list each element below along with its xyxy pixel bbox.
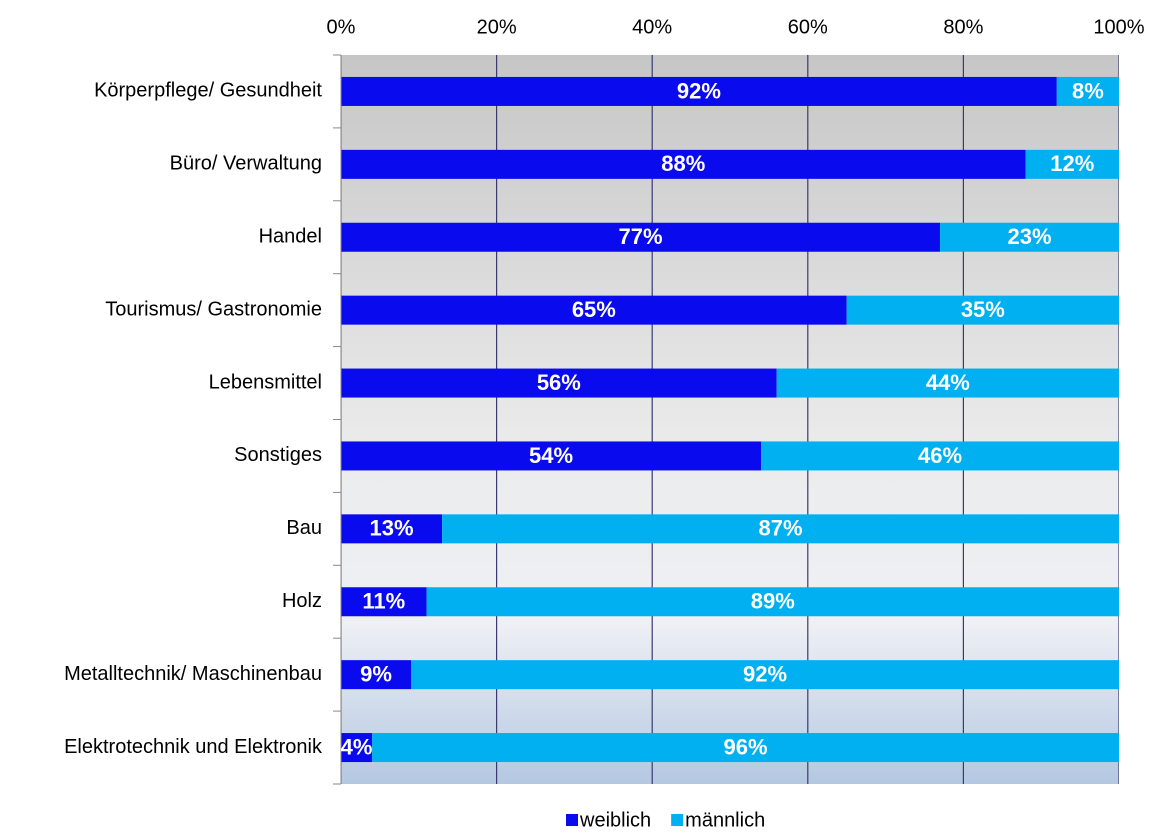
- y-tick-label: Elektrotechnik und Elektronik: [64, 736, 323, 758]
- bar-segment: [776, 368, 1119, 398]
- y-tick-label: Holz: [282, 590, 322, 612]
- y-tick-label: Körperpflege/ Gesundheit: [94, 80, 322, 102]
- bar-segment: [341, 514, 443, 544]
- value-label: 89%: [751, 589, 795, 614]
- legend-label: weiblich: [579, 809, 651, 831]
- bar-segment: [341, 368, 777, 398]
- bar-segment: [846, 295, 1119, 325]
- bar-segment: [1025, 149, 1119, 179]
- y-tick-label: Bau: [286, 517, 322, 539]
- value-label: 35%: [961, 297, 1005, 322]
- y-tick-label: Metalltechnik/ Maschinenbau: [64, 663, 322, 685]
- bar-segment: [341, 76, 1057, 106]
- value-label: 11%: [362, 589, 405, 614]
- value-label: 96%: [724, 734, 768, 759]
- bar-segment: [341, 149, 1026, 179]
- bar-segment: [341, 441, 762, 471]
- value-label: 65%: [572, 297, 616, 322]
- legend-swatch: [566, 814, 578, 826]
- value-label: 92%: [677, 78, 721, 103]
- y-tick-label: Handel: [259, 226, 322, 248]
- value-label: 8%: [1072, 78, 1104, 103]
- value-label: 4%: [341, 734, 373, 759]
- value-label: 88%: [661, 151, 705, 176]
- bar-segment: [341, 660, 412, 690]
- y-tick-label: Lebensmittel: [209, 371, 322, 393]
- value-label: 87%: [759, 516, 803, 541]
- value-label: 23%: [1008, 224, 1052, 249]
- bar-segment: [1056, 76, 1119, 106]
- value-label: 46%: [918, 443, 962, 468]
- x-tick-label: 20%: [477, 16, 517, 38]
- bar-segment: [341, 295, 847, 325]
- value-label: 9%: [360, 661, 392, 686]
- value-label: 54%: [529, 443, 573, 468]
- x-tick-label: 80%: [943, 16, 983, 38]
- bar-segment: [341, 587, 427, 617]
- y-tick-label: Büro/ Verwaltung: [170, 153, 322, 175]
- legend-label: männlich: [685, 809, 765, 831]
- x-tick-label: 40%: [632, 16, 672, 38]
- value-label: 92%: [743, 661, 787, 686]
- value-label: 56%: [537, 370, 581, 395]
- value-label: 12%: [1050, 151, 1094, 176]
- bar-segment: [761, 441, 1119, 471]
- value-label: 13%: [370, 516, 414, 541]
- y-tick-label: Tourismus/ Gastronomie: [105, 298, 322, 320]
- legend-swatch: [671, 814, 684, 826]
- bar-segment: [411, 660, 1119, 690]
- bar-segment: [442, 514, 1119, 544]
- value-label: 44%: [926, 370, 970, 395]
- x-tick-label: 100%: [1093, 16, 1144, 38]
- bar-segment: [940, 222, 1119, 252]
- bar-segment: [426, 587, 1119, 617]
- bar-segment: [341, 222, 941, 252]
- bar-segment: [372, 733, 1119, 763]
- bar-segment: [341, 733, 373, 763]
- value-label: 77%: [619, 224, 663, 249]
- x-tick-label: 0%: [327, 16, 356, 38]
- plot: [341, 55, 1119, 784]
- y-tick-label: Sonstiges: [234, 444, 322, 466]
- x-tick-label: 60%: [788, 16, 828, 38]
